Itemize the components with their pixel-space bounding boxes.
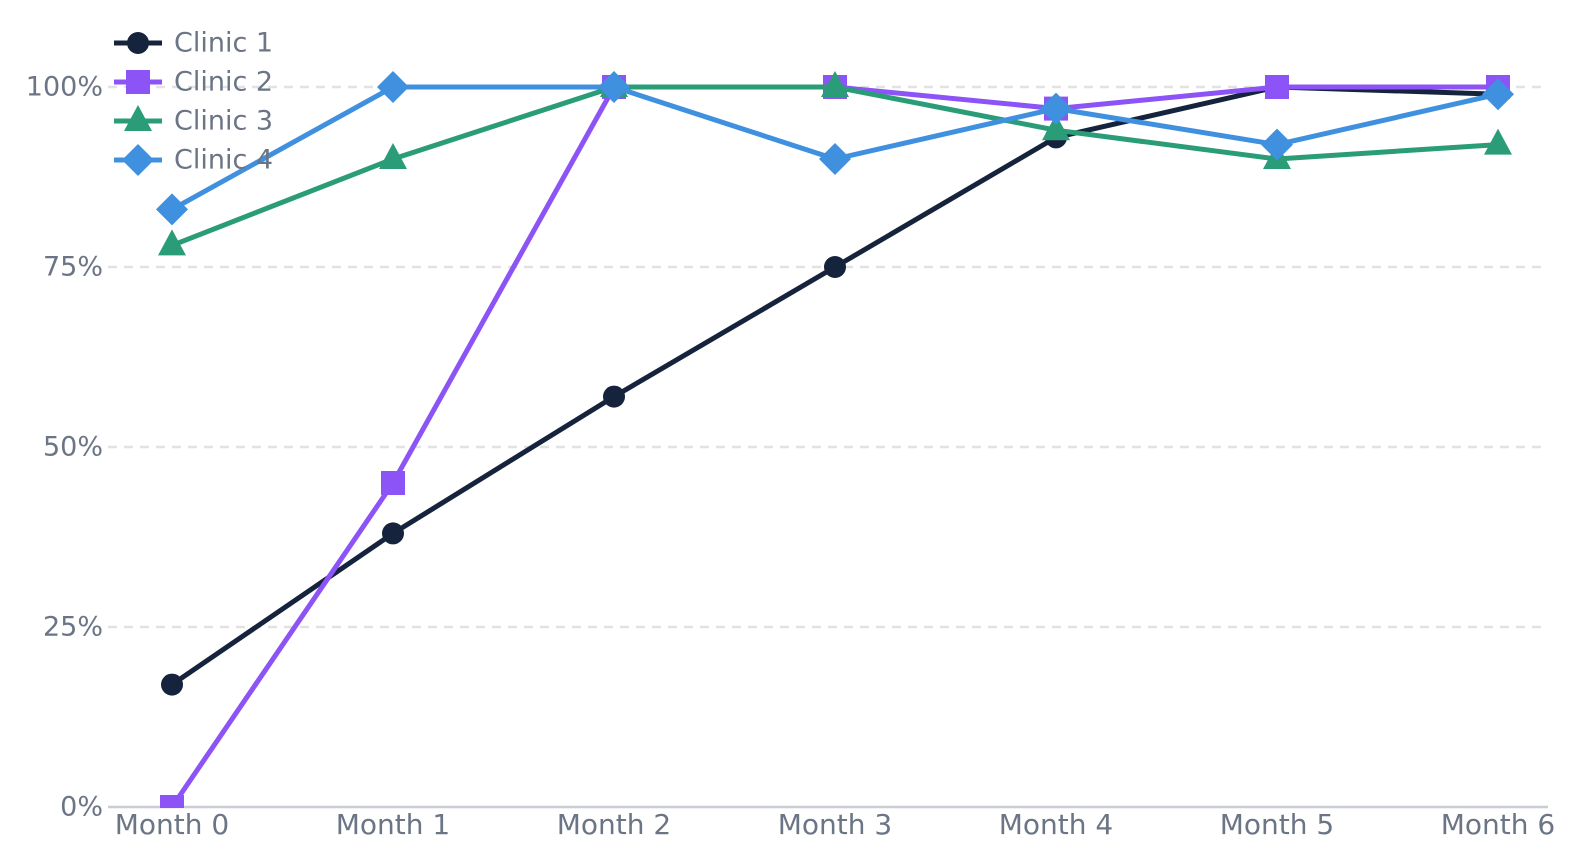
point-clinic-4-month-5 <box>1261 128 1293 161</box>
point-clinic-4-month-1 <box>377 71 409 103</box>
point-clinic-2-month-5 <box>1265 75 1289 99</box>
legend-item-clinic-3: Clinic 3 <box>114 105 273 137</box>
point-clinic-4-month-4 <box>1040 92 1072 125</box>
legend-label-clinic-1: Clinic 1 <box>174 28 273 59</box>
x-tick-label-month-0: Month 0 <box>115 808 229 841</box>
legend-item-clinic-2: Clinic 2 <box>114 67 273 98</box>
point-clinic-4-month-0 <box>156 193 188 226</box>
x-tick-label-month-1: Month 1 <box>336 808 450 841</box>
point-clinic-3-month-1 <box>379 143 407 169</box>
legend-triangle-icon <box>124 105 152 131</box>
legend-circle-icon <box>127 32 149 54</box>
legend-label-clinic-4: Clinic 4 <box>174 145 273 176</box>
point-clinic-2-month-1 <box>381 471 405 495</box>
legend-label-clinic-2: Clinic 2 <box>174 67 273 98</box>
legend-label-clinic-3: Clinic 3 <box>174 106 273 137</box>
y-tick-label-0: 0% <box>60 792 103 823</box>
legend-diamond-icon <box>122 144 154 176</box>
point-clinic-3-month-4 <box>1042 114 1070 141</box>
legend-square-icon <box>126 70 150 94</box>
y-tick-label-50: 50% <box>43 432 103 463</box>
legend: Clinic 1 Clinic 2 Clinic 3 Clinic 4 <box>114 28 273 176</box>
point-clinic-1-month-0 <box>161 673 183 696</box>
point-clinic-1-month-3 <box>824 256 846 278</box>
x-tick-label-month-3: Month 3 <box>778 808 892 841</box>
point-clinic-4-month-6 <box>1482 78 1514 111</box>
x-tick-label-month-5: Month 5 <box>1220 808 1334 841</box>
point-clinic-4-month-3 <box>819 143 851 175</box>
series-clinic-4 <box>156 71 1514 226</box>
y-tick-label-100: 100% <box>26 72 103 103</box>
x-tick-label-month-4: Month 4 <box>999 808 1113 841</box>
point-clinic-1-month-2 <box>603 385 625 408</box>
x-tick-label-month-2: Month 2 <box>557 808 671 841</box>
point-clinic-2-month-0 <box>160 795 184 808</box>
legend-item-clinic-4: Clinic 4 <box>114 144 273 176</box>
point-clinic-4-month-2 <box>598 71 630 103</box>
x-tick-label-month-6: Month 6 <box>1441 808 1555 841</box>
legend-item-clinic-1: Clinic 1 <box>114 28 273 59</box>
point-clinic-3-month-6 <box>1484 128 1512 155</box>
point-clinic-3-month-3 <box>821 71 849 97</box>
y-tick-label-25: 25% <box>43 612 103 643</box>
point-clinic-3-month-0 <box>158 229 186 256</box>
series-line-clinic-1 <box>169 84 1501 688</box>
point-clinic-1-month-1 <box>382 522 404 545</box>
y-tick-label-75: 75% <box>43 252 103 283</box>
